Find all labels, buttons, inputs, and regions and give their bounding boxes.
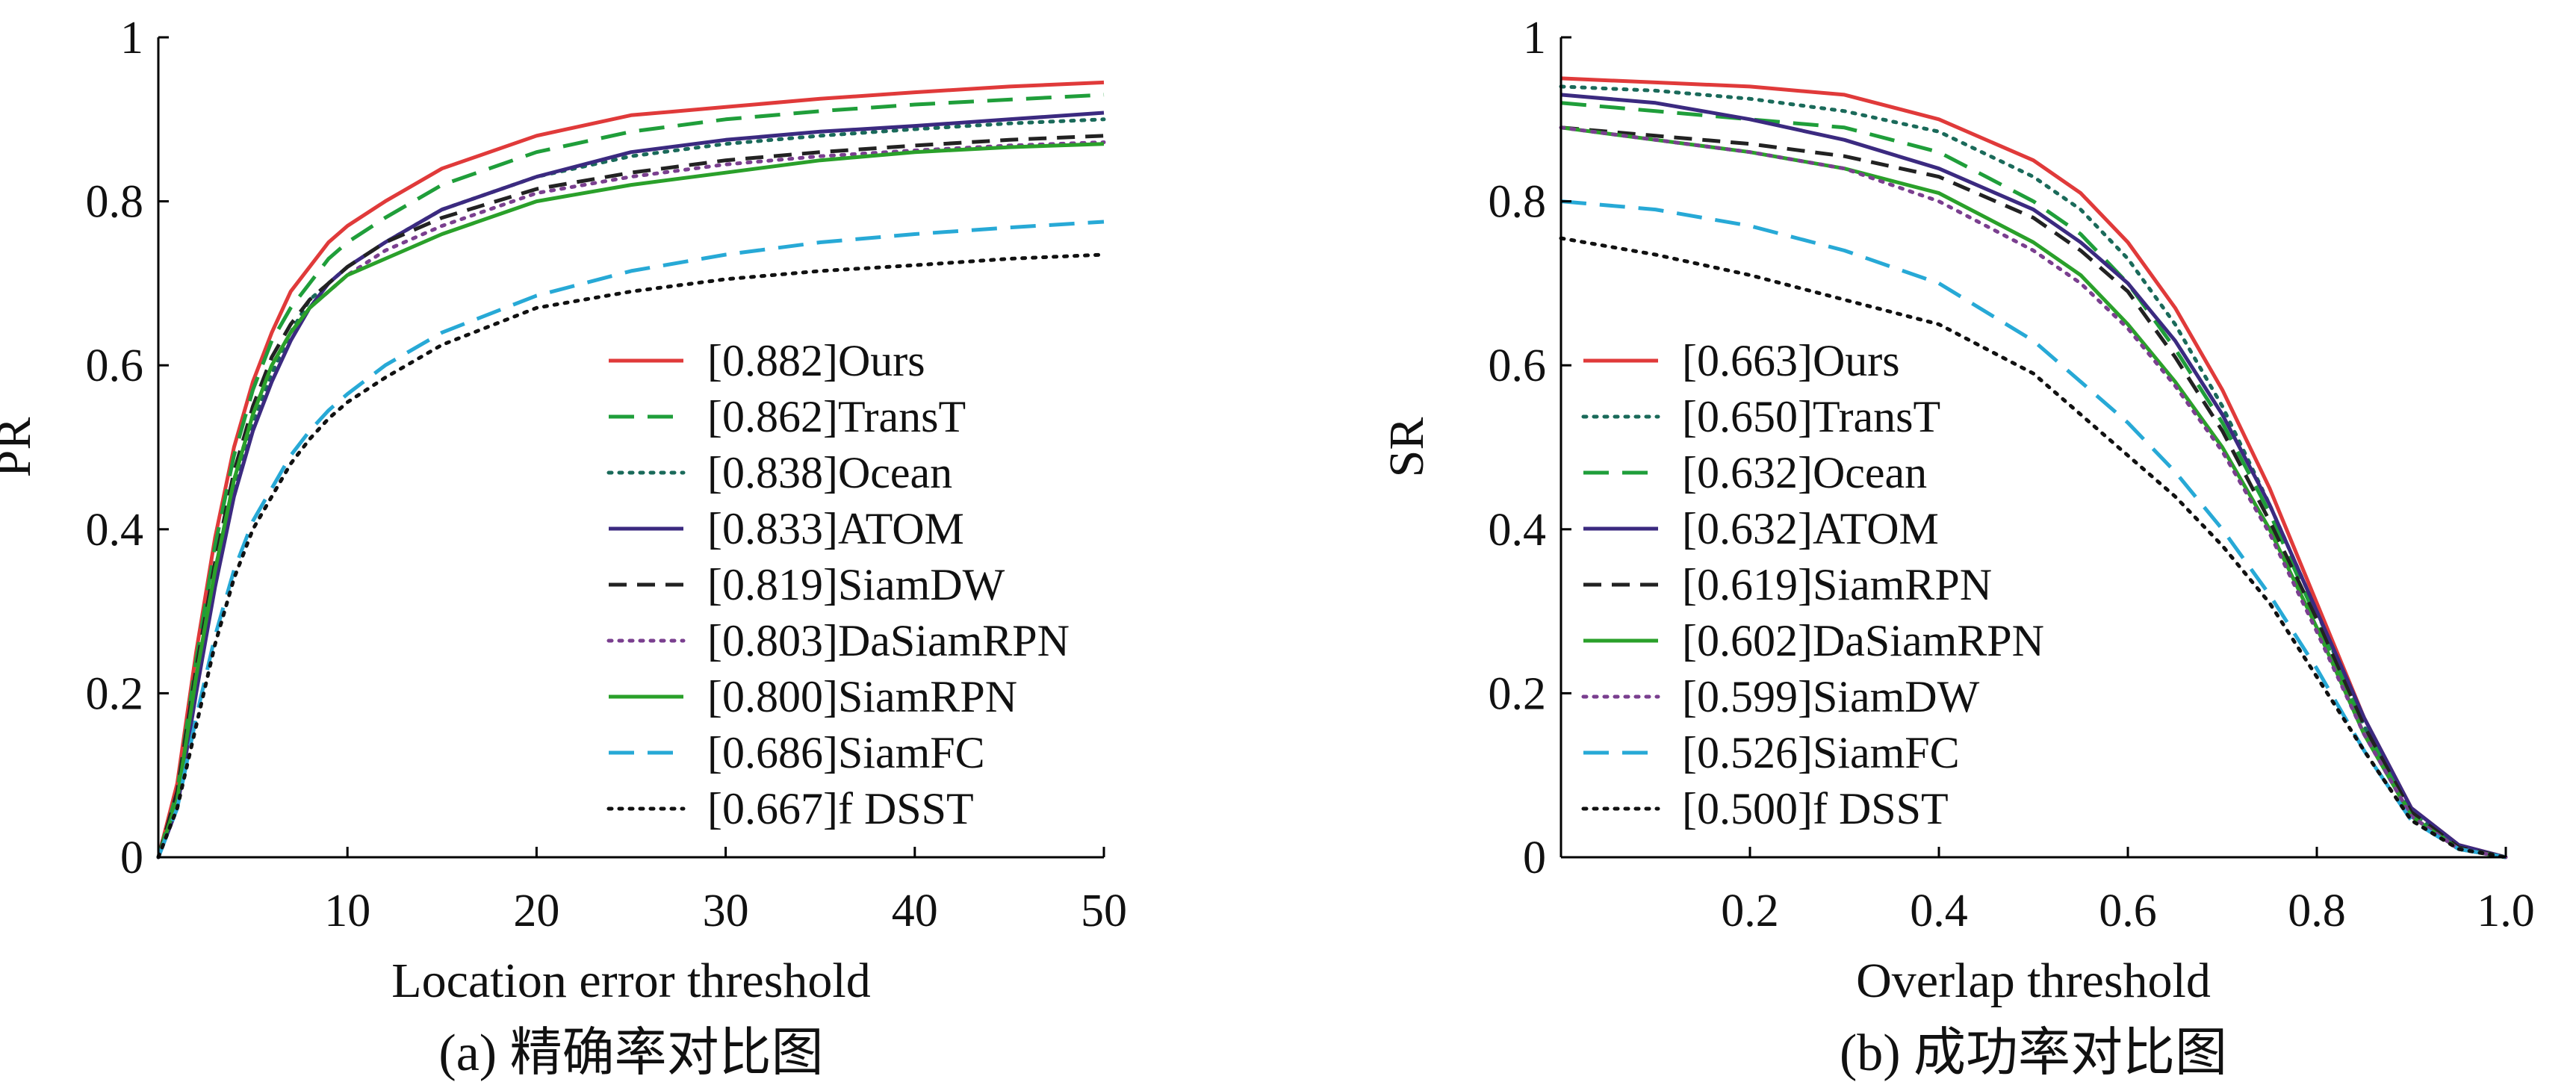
x-tick-label: 10 <box>324 886 370 936</box>
y-axis-title: SR <box>1379 417 1434 478</box>
y-tick-label: 0.4 <box>1489 505 1547 556</box>
y-tick-label: 0.6 <box>1489 341 1547 391</box>
legend-label: [0.619]SiamRPN <box>1682 560 1992 609</box>
legend-label: [0.650]TransT <box>1682 392 1940 441</box>
legend-label: [0.833]ATOM <box>707 504 964 553</box>
legend-label: [0.819]SiamDW <box>707 560 1005 609</box>
x-tick-label: 0.6 <box>2099 886 2157 936</box>
legend-label: [0.663]Ours <box>1682 336 1900 385</box>
legend-label: [0.602]DaSiamRPN <box>1682 616 2044 665</box>
legend: [0.663]Ours [0.650]TransT [0.632]Ocean [0.6… <box>1583 336 2044 833</box>
legend-label: [0.800]SiamRPN <box>707 672 1017 721</box>
legend-label: [0.632]Ocean <box>1682 448 1927 497</box>
y-tick-label: 0.6 <box>86 341 144 391</box>
legend-label: [0.882]Ours <box>707 336 925 385</box>
y-tick-label: 0.4 <box>86 505 144 556</box>
x-tick-label: 30 <box>703 886 749 936</box>
y-tick-label: 0 <box>1523 833 1546 883</box>
y-tick-label: 0.8 <box>1489 177 1547 228</box>
legend-label: [0.838]Ocean <box>707 448 952 497</box>
legend-label: [0.599]SiamDW <box>1682 672 1980 721</box>
success-panel: 0 0.2 0.4 0.6 0.8 1 0.2 0.4 0.6 0.8 1.0 Overlap thr… <box>1379 13 2535 1082</box>
legend-label: [0.862]TransT <box>707 392 966 441</box>
x-tick-label: 0.2 <box>1721 886 1779 936</box>
figure-caption: (a) 精确率对比图 <box>438 1025 823 1082</box>
y-tick-label: 0.2 <box>86 668 144 719</box>
x-tick-label: 40 <box>892 886 938 936</box>
x-tick-label: 20 <box>513 886 559 936</box>
y-tick-label: 0.8 <box>86 177 144 228</box>
precision-panel: 0 0.2 0.4 0.6 0.8 1 10 20 30 40 50 Location error t… <box>0 13 1127 1082</box>
legend-label: [0.667]f DSST <box>707 784 974 833</box>
x-tick-label: 1.0 <box>2477 886 2535 936</box>
comparison-figure: 00.20.40.60.8110 20 30 40 50Location error t… <box>0 0 2576 1085</box>
y-tick-label: 1 <box>1523 13 1546 63</box>
y-tick-label: 0.2 <box>1489 668 1547 719</box>
legend-label: [0.632]ATOM <box>1682 504 1939 553</box>
x-tick-label: 50 <box>1081 886 1127 936</box>
legend: [0.882]Ours [0.862]TransT [0.838]Ocean [0.8… <box>609 336 1070 833</box>
legend-label: [0.803]DaSiamRPN <box>707 616 1070 665</box>
figure-caption: (b) 成功率对比图 <box>1840 1025 2227 1082</box>
legend-label: [0.686]SiamFC <box>707 728 985 777</box>
y-tick-label: 0 <box>120 833 143 883</box>
y-tick-label: 1 <box>120 13 143 63</box>
legend-label: [0.500]f DSST <box>1682 784 1949 833</box>
legend-label: [0.526]SiamFC <box>1682 728 1960 777</box>
y-axis-title: PR <box>0 417 41 478</box>
x-tick-label: 0.8 <box>2288 886 2346 936</box>
x-tick-label: 0.4 <box>1910 886 1968 936</box>
x-axis-title: Location error threshold <box>391 954 870 1008</box>
x-axis-title: Overlap threshold <box>1856 954 2211 1008</box>
